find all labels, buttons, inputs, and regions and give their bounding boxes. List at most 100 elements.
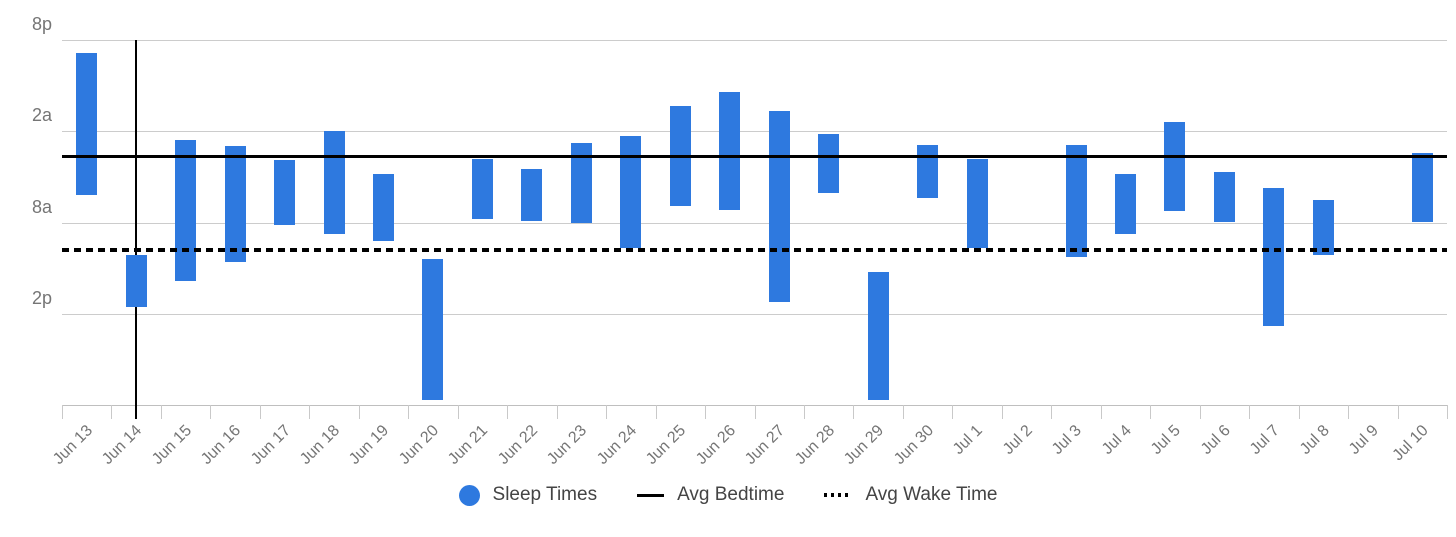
x-axis-tick bbox=[853, 405, 855, 419]
x-axis-label: Jul 8 bbox=[1296, 422, 1333, 458]
avg-wake-time-line bbox=[62, 248, 1447, 253]
x-axis-tick bbox=[160, 405, 162, 419]
y-axis-label: 8p bbox=[31, 14, 52, 34]
legend-label-avg-bedtime: Avg Bedtime bbox=[677, 484, 785, 505]
legend: Sleep Times Avg Bedtime Avg Wake Time bbox=[0, 481, 1456, 509]
x-axis-label: Jun 25 bbox=[643, 422, 690, 468]
y-axis-label: 2a bbox=[31, 105, 52, 126]
sleep-bar[interactable] bbox=[521, 169, 543, 222]
legend-item-sleep-times: Sleep Times bbox=[458, 484, 598, 506]
x-axis-label: Jun 29 bbox=[841, 422, 888, 468]
x-axis-tick bbox=[358, 405, 360, 419]
x-axis-tick bbox=[1348, 405, 1350, 419]
x-axis-tick bbox=[62, 405, 63, 419]
x-axis-label: Jul 9 bbox=[1345, 422, 1382, 458]
x-axis-tick bbox=[952, 405, 954, 419]
x-axis-tick bbox=[111, 405, 113, 419]
date-annotation-line bbox=[135, 40, 138, 419]
x-axis-label: Jun 14 bbox=[99, 422, 146, 468]
sleep-bar[interactable] bbox=[867, 271, 889, 400]
x-axis-label: Jun 28 bbox=[791, 422, 838, 468]
sleep-times-circle-icon bbox=[458, 484, 480, 506]
x-axis-tick bbox=[655, 405, 657, 419]
x-axis-tick bbox=[210, 405, 212, 419]
x-axis-label: Jun 17 bbox=[247, 422, 294, 468]
x-axis-label: Jul 1 bbox=[950, 422, 987, 458]
x-axis-tick bbox=[1150, 405, 1152, 419]
sleep-bar[interactable] bbox=[768, 110, 790, 303]
x-axis-tick bbox=[1051, 405, 1053, 419]
sleep-bar[interactable] bbox=[1065, 145, 1087, 257]
sleep-bar[interactable] bbox=[224, 146, 246, 262]
x-axis-label: Jun 13 bbox=[49, 422, 96, 468]
y-axis-label: 2p bbox=[31, 287, 52, 308]
x-axis-label: Jun 26 bbox=[692, 422, 739, 468]
x-axis-tick bbox=[1100, 405, 1102, 419]
sleep-bar[interactable] bbox=[76, 52, 98, 195]
y-gridline bbox=[62, 131, 1447, 133]
x-axis-tick bbox=[309, 405, 311, 419]
x-axis-label: Jun 16 bbox=[198, 422, 245, 468]
sleep-bar[interactable] bbox=[570, 142, 592, 223]
sleep-bar[interactable] bbox=[1213, 171, 1235, 223]
x-axis-tick bbox=[1397, 405, 1399, 419]
x-axis-label: Jun 21 bbox=[445, 422, 492, 468]
sleep-bar[interactable] bbox=[373, 174, 395, 242]
sleep-bar[interactable] bbox=[917, 145, 939, 199]
sleep-bar[interactable] bbox=[422, 259, 444, 400]
legend-item-avg-bedtime: Avg Bedtime bbox=[637, 484, 784, 506]
sleep-bar[interactable] bbox=[1114, 174, 1136, 234]
x-axis-label: Jun 19 bbox=[346, 422, 393, 468]
legend-label-avg-wake-time: Avg Wake Time bbox=[865, 484, 998, 505]
x-axis-label: Jul 2 bbox=[999, 422, 1036, 458]
x-axis-tick bbox=[1249, 405, 1251, 419]
x-axis-tick bbox=[1199, 405, 1201, 419]
sleep-bar[interactable] bbox=[1312, 199, 1334, 256]
x-axis-label: Jul 5 bbox=[1148, 422, 1184, 458]
x-axis-label: Jun 20 bbox=[396, 422, 443, 468]
x-axis-tick bbox=[754, 405, 756, 419]
sleep-bar[interactable] bbox=[323, 131, 345, 234]
x-axis-label: Jul 6 bbox=[1197, 422, 1234, 458]
x-axis-label: Jul 4 bbox=[1098, 422, 1135, 458]
sleep-bar[interactable] bbox=[471, 159, 493, 219]
x-axis-tick bbox=[1298, 405, 1300, 419]
x-axis-tick bbox=[408, 405, 410, 419]
legend-item-avg-wake-time: Avg Wake Time bbox=[824, 484, 997, 506]
y-axis-label: 8a bbox=[31, 196, 52, 217]
sleep-bar[interactable] bbox=[175, 140, 197, 281]
avg-bedtime-line-icon bbox=[637, 493, 665, 497]
x-axis-tick bbox=[1001, 405, 1003, 419]
x-axis-tick bbox=[507, 405, 509, 419]
x-axis-label: Jun 30 bbox=[890, 422, 937, 468]
x-axis-tick bbox=[259, 405, 261, 419]
sleep-bar[interactable] bbox=[1411, 152, 1433, 223]
x-axis-label: Jun 23 bbox=[544, 422, 591, 468]
x-axis-tick bbox=[902, 405, 904, 419]
legend-label-sleep-times: Sleep Times bbox=[492, 484, 598, 505]
avg-wake-time-dotted-line-icon bbox=[824, 493, 853, 497]
sleep-bar[interactable] bbox=[966, 159, 988, 248]
sleep-bar[interactable] bbox=[1263, 188, 1285, 327]
sleep-bar[interactable] bbox=[620, 136, 642, 248]
x-axis-label: Jul 10 bbox=[1389, 422, 1432, 465]
x-axis-tick bbox=[606, 405, 608, 419]
y-gridline bbox=[62, 222, 1447, 224]
x-axis-label: Jun 24 bbox=[593, 422, 640, 468]
x-axis-label: Jun 18 bbox=[297, 422, 344, 468]
x-axis-tick bbox=[457, 405, 459, 419]
sleep-bar[interactable] bbox=[1164, 122, 1186, 212]
y-gridline bbox=[62, 313, 1447, 315]
y-gridline bbox=[62, 40, 1447, 41]
x-axis-tick bbox=[803, 405, 805, 419]
plot-area: 8p 2a 8a 2p Jun 13 Jun 14 Jun 15 Jun 16 Jun 17 Ju… bbox=[31, 14, 1448, 468]
x-axis-label: Jul 3 bbox=[1049, 422, 1086, 458]
x-axis-tick bbox=[705, 405, 707, 419]
sleep-bar[interactable] bbox=[719, 91, 741, 210]
x-axis-label: Jul 7 bbox=[1246, 422, 1283, 458]
x-axis-label: Jun 22 bbox=[494, 422, 541, 468]
sleep-bar[interactable] bbox=[818, 133, 840, 194]
sleep-bar[interactable] bbox=[125, 255, 147, 308]
x-axis-tick bbox=[556, 405, 558, 419]
sleep-bar[interactable] bbox=[274, 160, 296, 226]
